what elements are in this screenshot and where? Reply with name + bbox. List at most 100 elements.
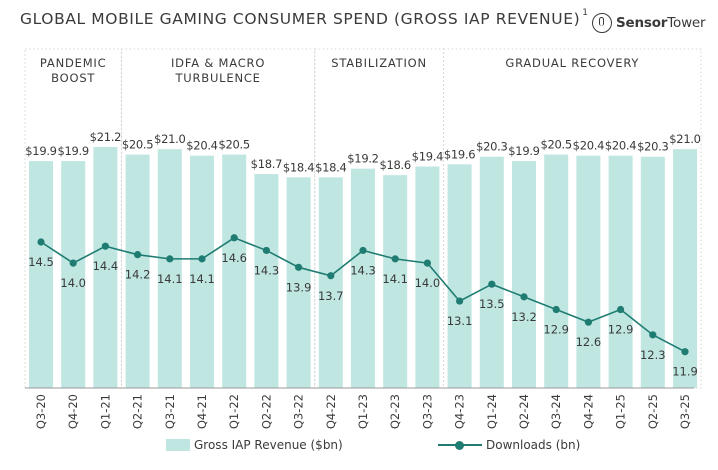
downloads-point bbox=[327, 272, 335, 280]
revenue-value-label: $19.6 bbox=[444, 147, 475, 161]
x-tick-label: Q3-22 bbox=[292, 394, 306, 429]
revenue-bar bbox=[640, 156, 665, 388]
downloads-point bbox=[230, 234, 238, 242]
downloads-value-label: 13.1 bbox=[447, 314, 473, 328]
downloads-point bbox=[488, 280, 496, 288]
downloads-point bbox=[295, 263, 303, 271]
downloads-value-label: 14.1 bbox=[157, 272, 183, 286]
revenue-bar bbox=[383, 175, 408, 388]
downloads-value-label: 14.5 bbox=[28, 255, 54, 269]
downloads-point bbox=[552, 305, 560, 314]
downloads-value-label: 13.7 bbox=[318, 289, 344, 303]
revenue-value-label: $20.3 bbox=[637, 140, 668, 154]
revenue-bar bbox=[318, 177, 343, 388]
revenue-value-label: $20.5 bbox=[540, 138, 571, 152]
downloads-value-label: 12.9 bbox=[608, 323, 634, 337]
period-label: GRADUAL RECOVERY bbox=[505, 56, 639, 70]
x-tick-label: Q3-25 bbox=[678, 394, 692, 429]
revenue-value-label: $18.7 bbox=[251, 157, 282, 171]
period-panel-border bbox=[314, 48, 444, 389]
revenue-bar bbox=[544, 154, 569, 388]
logo-text: SensorTower bbox=[616, 15, 706, 31]
legend-swatch-downloads bbox=[438, 439, 482, 451]
downloads-value-label: 12.9 bbox=[543, 323, 569, 337]
revenue-value-label: $20.5 bbox=[122, 138, 153, 152]
revenue-value-label: $19.9 bbox=[508, 144, 539, 158]
downloads-point bbox=[134, 251, 142, 259]
revenue-value-label: $18.6 bbox=[379, 158, 410, 172]
revenue-bar bbox=[157, 149, 182, 388]
legend-label-revenue: Gross IAP Revenue ($bn) bbox=[194, 438, 343, 452]
downloads-point bbox=[69, 259, 77, 267]
downloads-point bbox=[359, 246, 367, 255]
legend-swatch-revenue bbox=[166, 439, 190, 451]
revenue-bar bbox=[125, 154, 150, 388]
downloads-value-label: 14.0 bbox=[60, 276, 86, 290]
revenue-bar bbox=[447, 164, 472, 388]
downloads-point bbox=[681, 348, 689, 356]
revenue-bar bbox=[61, 161, 86, 388]
revenue-value-label: $18.4 bbox=[315, 160, 346, 174]
x-tick-label: Q3-20 bbox=[34, 394, 48, 429]
sensortower-logo: SensorTower bbox=[592, 12, 706, 34]
x-tick-label: Q4-24 bbox=[581, 394, 595, 429]
downloads-point bbox=[262, 246, 270, 255]
title-footnote-marker: 1 bbox=[582, 8, 589, 18]
x-tick-label: Q2-24 bbox=[517, 394, 531, 429]
downloads-value-label: 14.0 bbox=[415, 276, 441, 290]
revenue-value-label: $19.9 bbox=[57, 144, 88, 158]
revenue-value-label: $20.4 bbox=[573, 139, 604, 153]
revenue-bar bbox=[93, 147, 118, 388]
x-tick-label: Q1-21 bbox=[98, 394, 112, 429]
revenue-value-label: $19.9 bbox=[25, 144, 56, 158]
chart-legend: Gross IAP Revenue ($bn) Downloads (bn) bbox=[0, 438, 718, 458]
downloads-value-label: 14.4 bbox=[93, 259, 119, 273]
x-tick-label: Q1-22 bbox=[227, 394, 241, 429]
period-label: PANDEMIC bbox=[40, 56, 107, 70]
period-label: BOOST bbox=[51, 71, 95, 85]
x-tick-label: Q3-24 bbox=[549, 394, 563, 429]
revenue-bar bbox=[415, 166, 440, 388]
x-tick-label: Q1-25 bbox=[614, 394, 628, 429]
sensortower-logo-icon bbox=[592, 13, 612, 33]
x-tick-label: Q3-21 bbox=[163, 394, 177, 429]
downloads-value-label: 14.2 bbox=[125, 268, 151, 282]
downloads-value-label: 14.3 bbox=[350, 263, 376, 277]
period-label: STABILIZATION bbox=[331, 56, 427, 70]
revenue-bar bbox=[608, 155, 633, 388]
revenue-value-label: $19.2 bbox=[347, 152, 378, 166]
x-tick-label: Q2-23 bbox=[388, 394, 402, 429]
revenue-bar bbox=[286, 177, 311, 388]
downloads-point bbox=[423, 259, 431, 267]
downloads-point bbox=[198, 255, 206, 263]
x-tick-label: Q1-24 bbox=[485, 394, 499, 429]
revenue-bar bbox=[190, 155, 214, 388]
downloads-value-label: 13.2 bbox=[511, 310, 537, 324]
revenue-bar bbox=[479, 156, 504, 388]
revenue-value-label: $20.4 bbox=[186, 139, 217, 153]
downloads-point bbox=[584, 318, 593, 326]
x-tick-label: Q1-23 bbox=[356, 394, 370, 429]
revenue-value-label: $18.4 bbox=[283, 160, 314, 174]
downloads-point bbox=[520, 293, 528, 301]
x-tick-label: Q4-23 bbox=[453, 394, 467, 429]
revenue-bar bbox=[512, 161, 536, 388]
downloads-point bbox=[391, 255, 399, 263]
period-panel: STABILIZATION bbox=[314, 48, 444, 389]
revenue-value-label: $21.2 bbox=[90, 130, 121, 144]
x-tick-label: Q4-20 bbox=[66, 394, 80, 429]
x-tick-label: Q2-21 bbox=[131, 394, 145, 429]
downloads-value-label: 12.3 bbox=[640, 348, 666, 362]
revenue-value-label: $20.4 bbox=[605, 139, 636, 153]
revenue-bar bbox=[29, 161, 53, 388]
revenue-bar bbox=[222, 154, 247, 388]
period-panel-border bbox=[24, 48, 122, 389]
period-label: IDFA & MACRO bbox=[171, 56, 265, 70]
downloads-point bbox=[101, 242, 109, 250]
downloads-value-label: 14.1 bbox=[382, 272, 408, 286]
x-tick-label: Q4-22 bbox=[324, 394, 338, 429]
downloads-point bbox=[649, 331, 657, 339]
